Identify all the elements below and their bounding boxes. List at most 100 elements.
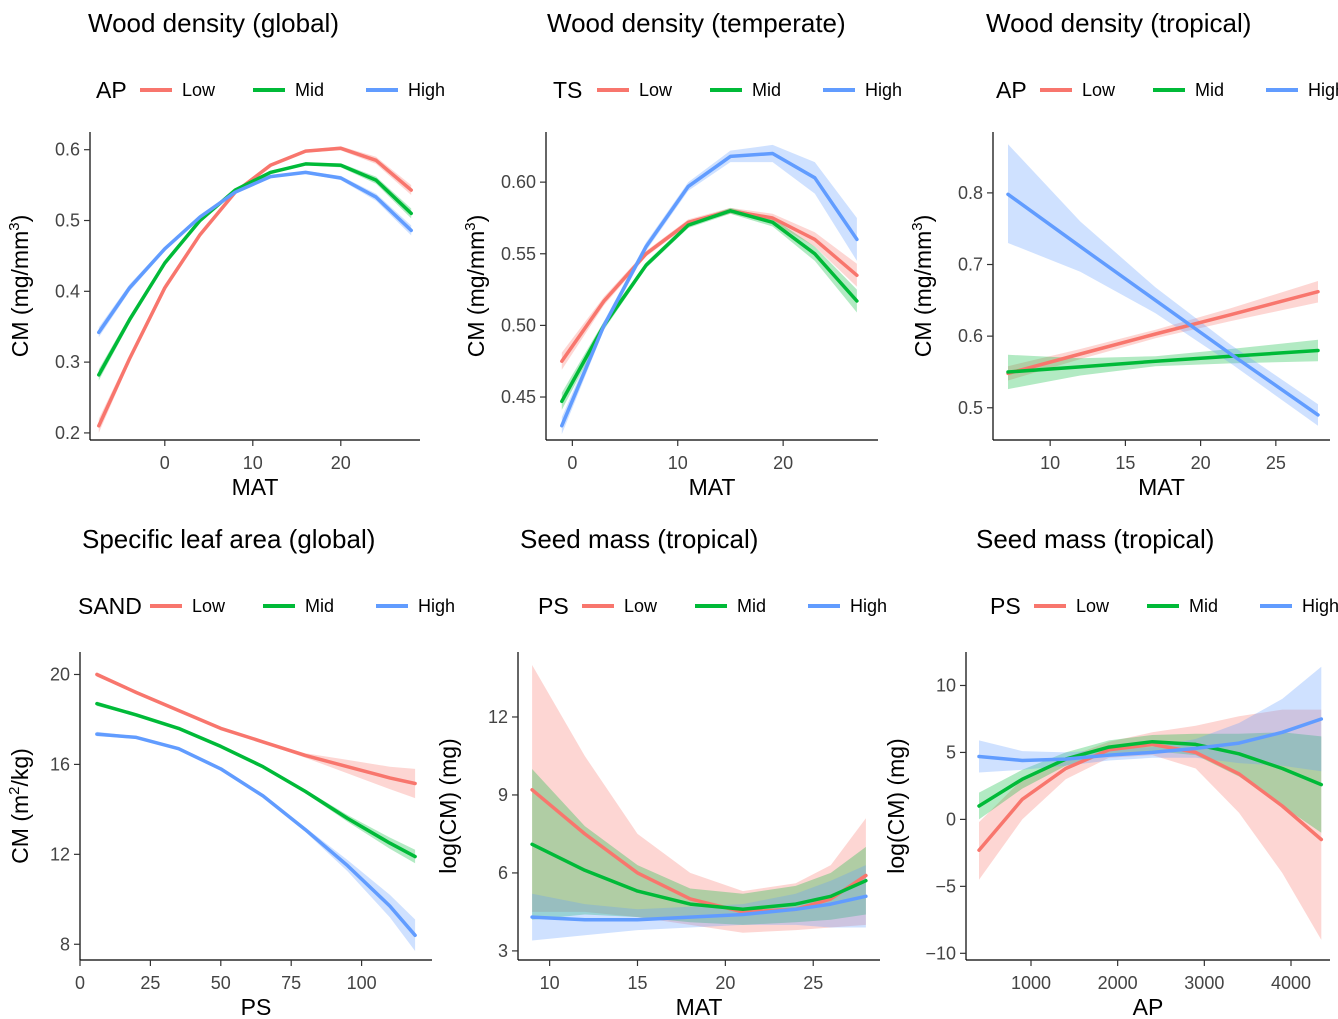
legend-label: Low <box>624 596 658 616</box>
x-tick-label: 20 <box>331 453 351 473</box>
legend-label: Mid <box>1195 80 1224 100</box>
legend-title: SAND <box>78 593 142 619</box>
legend-title: PS <box>990 593 1021 619</box>
x-tick-label: 20 <box>1191 453 1211 473</box>
y-tick-label: 0.6 <box>55 140 80 160</box>
y-tick-label: 0.50 <box>501 315 536 335</box>
series-line <box>97 146 413 428</box>
legend-label: High <box>1308 80 1338 100</box>
x-tick-label: 20 <box>715 973 735 993</box>
y-tick-label: 10 <box>936 675 956 695</box>
x-axis-label: PS <box>241 994 272 1019</box>
series-line <box>1006 348 1320 374</box>
x-axis-label: MAT <box>676 994 723 1019</box>
x-tick-label: 10 <box>540 973 560 993</box>
y-tick-label: 12 <box>488 707 508 727</box>
series-line <box>95 732 417 938</box>
x-tick-label: 0 <box>75 973 85 993</box>
legend-label: Low <box>639 80 673 100</box>
panel-title: Wood density (global) <box>88 8 339 38</box>
y-tick-label: 5 <box>946 742 956 762</box>
y-tick-label: 8 <box>60 934 70 954</box>
y-tick-label: 0.3 <box>55 352 80 372</box>
series-line <box>97 170 413 335</box>
panel-title: Specific leaf area (global) <box>82 524 375 554</box>
panel-2: Wood density (temperate) TS Low Mid High 0 10 2… <box>462 8 902 500</box>
y-tick-label: 12 <box>50 844 70 864</box>
x-tick-label: 75 <box>281 973 301 993</box>
x-tick-label: 10 <box>1040 453 1060 473</box>
legend-label: Low <box>1076 596 1110 616</box>
x-axis-label: MAT <box>232 474 279 500</box>
y-tick-label: 0.45 <box>501 387 536 407</box>
y-axis-label: log(CM) (mg) <box>435 738 461 873</box>
y-axis-label: CM (mg/mm3) <box>909 215 936 358</box>
legend-title: PS <box>538 593 569 619</box>
confidence-band <box>96 672 416 799</box>
y-axis-label: CM (mg/mm3) <box>6 215 33 358</box>
legend-label: Mid <box>1189 596 1218 616</box>
series-line <box>530 894 868 922</box>
confidence-band <box>1008 339 1318 390</box>
panel-title: Wood density (tropical) <box>986 8 1251 38</box>
series-line <box>1006 192 1320 417</box>
legend-title: AP <box>96 77 127 103</box>
legend-label: High <box>865 80 902 100</box>
x-tick-label: 25 <box>1266 453 1286 473</box>
legend-label: Mid <box>305 596 334 616</box>
panel-title: Wood density (temperate) <box>547 8 846 38</box>
confidence-band <box>561 144 857 435</box>
legend-label: High <box>850 596 887 616</box>
legend-label: Mid <box>737 596 766 616</box>
series-line <box>977 717 1324 763</box>
legend-label: Mid <box>752 80 781 100</box>
x-tick-label: 2000 <box>1098 973 1138 993</box>
panel-4: Specific leaf area (global) SAND Low Mid Hig… <box>6 524 455 1019</box>
x-tick-label: 25 <box>803 973 823 993</box>
series-line <box>560 151 859 428</box>
series-line <box>1006 289 1320 376</box>
confidence-band <box>96 701 416 864</box>
y-tick-label: 0.4 <box>55 281 80 301</box>
legend-label: Low <box>182 80 216 100</box>
x-tick-label: 50 <box>211 973 231 993</box>
x-tick-label: 0 <box>567 453 577 473</box>
series-line <box>95 701 417 859</box>
confidence-band <box>561 207 857 370</box>
panel-title: Seed mass (tropical) <box>976 524 1214 554</box>
confidence-band <box>98 170 412 338</box>
x-axis-label: AP <box>1133 994 1164 1019</box>
y-axis-label: log(CM) (mg) <box>883 738 909 873</box>
x-axis-label: MAT <box>689 474 736 500</box>
y-tick-label: 0.2 <box>55 423 80 443</box>
y-tick-label: −10 <box>925 943 956 963</box>
panel-5: Seed mass (tropical) PS Low Mid High 10 15 20 25… <box>435 524 887 1019</box>
y-tick-label: 0.8 <box>958 183 983 203</box>
x-tick-label: 25 <box>140 973 160 993</box>
x-tick-label: 3000 <box>1184 973 1224 993</box>
x-tick-label: 15 <box>627 973 647 993</box>
y-tick-label: 3 <box>498 941 508 961</box>
legend-title: AP <box>996 77 1027 103</box>
confidence-band <box>979 666 1322 773</box>
series-line <box>977 742 1324 852</box>
panel-title: Seed mass (tropical) <box>520 524 758 554</box>
legend-label: Low <box>1082 80 1116 100</box>
panel-1: Wood density (global) AP Low Mid High 0 10 20 0.… <box>6 8 445 500</box>
confidence-band <box>532 665 866 933</box>
x-tick-label: 15 <box>1115 453 1135 473</box>
y-tick-label: 0.5 <box>958 398 983 418</box>
legend-label: High <box>1302 596 1338 616</box>
legend-label: High <box>408 80 445 100</box>
panel-6: Seed mass (tropical) PS Low Mid High 1000 2000… <box>883 524 1338 1019</box>
panel-3: Wood density (tropical) AP Low Mid High 10 15 2… <box>909 8 1338 500</box>
y-tick-label: 0.6 <box>958 326 983 346</box>
y-tick-label: 0 <box>946 809 956 829</box>
confidence-band <box>532 865 866 941</box>
y-tick-label: 0.7 <box>958 255 983 275</box>
y-tick-label: 0.60 <box>501 172 536 192</box>
y-tick-label: 0.55 <box>501 244 536 264</box>
x-tick-label: 10 <box>243 453 263 473</box>
x-axis-label: MAT <box>1138 474 1185 500</box>
